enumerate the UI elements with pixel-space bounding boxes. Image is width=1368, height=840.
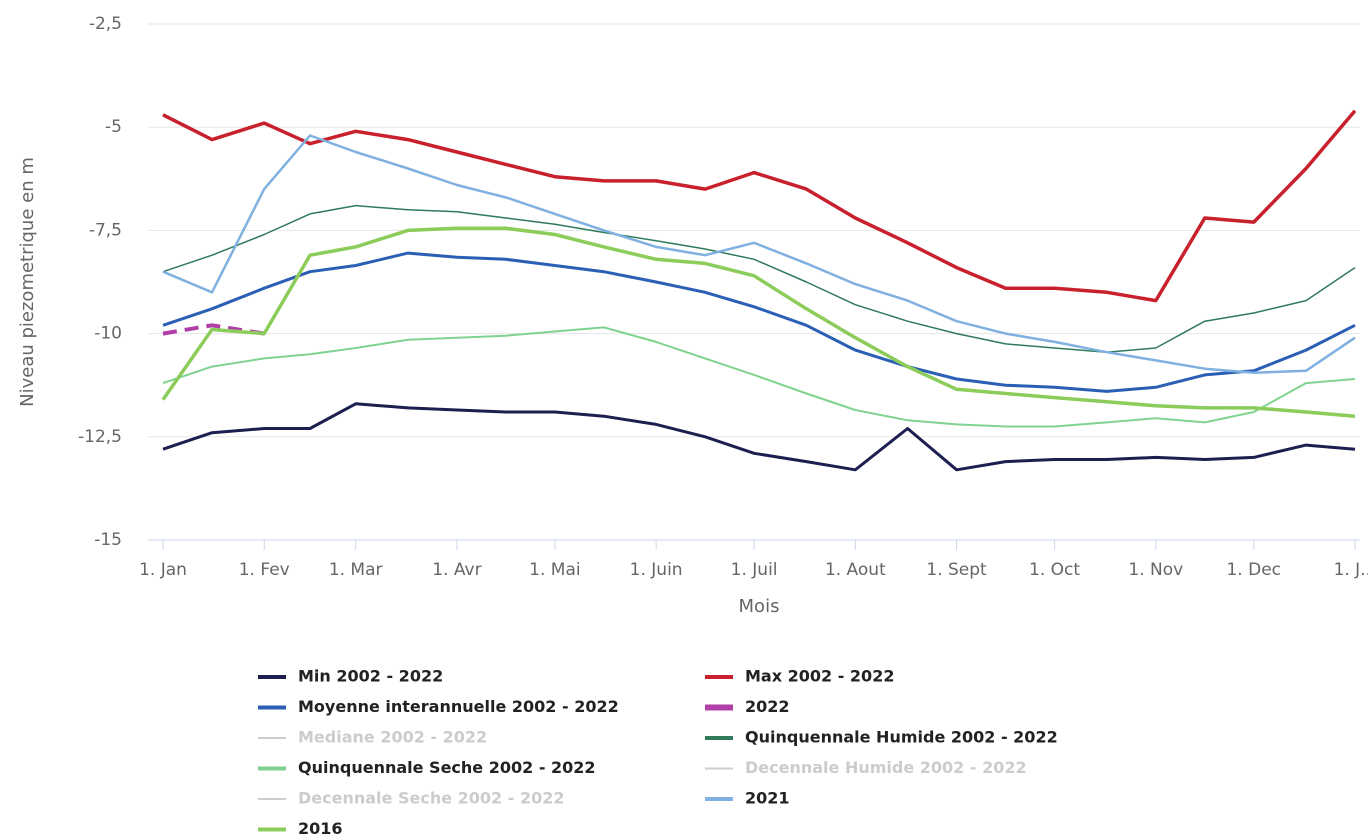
- x-tick-label: 1. Mai: [529, 560, 580, 580]
- legend-label[interactable]: Decennale Seche 2002 - 2022: [298, 789, 564, 808]
- series-line: [162, 134, 1356, 375]
- legend-label[interactable]: Quinquennale Seche 2002 - 2022: [298, 758, 596, 777]
- y-tick-label: -12,5: [78, 427, 122, 447]
- legend-label[interactable]: 2016: [298, 819, 343, 838]
- y-tick-label: -10: [94, 324, 122, 344]
- x-tick-label: 1. Dec: [1226, 560, 1281, 580]
- series-line: [162, 251, 1356, 393]
- x-tick-label: 1. Juil: [731, 560, 778, 580]
- x-tick-label: 1. Sept: [926, 560, 987, 580]
- series-line: [162, 109, 1357, 303]
- legend-label[interactable]: Decennale Humide 2002 - 2022: [745, 758, 1027, 777]
- y-tick-label: -2,5: [89, 14, 122, 34]
- legend-label[interactable]: Min 2002 - 2022: [298, 667, 443, 686]
- x-tick-label: 1. J...: [1334, 560, 1368, 580]
- series-line: [162, 326, 1356, 428]
- x-axis-title: Mois: [739, 596, 780, 617]
- legend-label[interactable]: Mediane 2002 - 2022: [298, 728, 487, 747]
- legend-label[interactable]: 2022: [745, 697, 790, 716]
- x-tick-label: 1. Juin: [630, 560, 683, 580]
- y-tick-label: -5: [105, 117, 122, 137]
- legend-label[interactable]: Max 2002 - 2022: [745, 667, 894, 686]
- x-tick-label: 1. Aout: [825, 560, 886, 580]
- x-tick-label: 1. Jan: [139, 560, 187, 580]
- x-tick-label: 1. Fev: [239, 560, 290, 580]
- series-line: [162, 323, 265, 336]
- legend-label[interactable]: Moyenne interannuelle 2002 - 2022: [298, 697, 619, 716]
- x-tick-label: 1. Mar: [329, 560, 383, 580]
- legend-label[interactable]: Quinquennale Humide 2002 - 2022: [745, 728, 1058, 747]
- y-tick-label: -7,5: [89, 220, 122, 240]
- x-tick-label: 1. Oct: [1029, 560, 1080, 580]
- y-tick-label: -15: [94, 530, 122, 550]
- x-tick-label: 1. Avr: [432, 560, 481, 580]
- series-line: [161, 226, 1356, 418]
- series-line: [162, 402, 1356, 472]
- x-tick-label: 1. Nov: [1128, 560, 1183, 580]
- series-line: [162, 204, 1356, 353]
- legend-label[interactable]: 2021: [745, 789, 790, 808]
- y-axis-title: Niveau piezometrique en m: [17, 157, 38, 407]
